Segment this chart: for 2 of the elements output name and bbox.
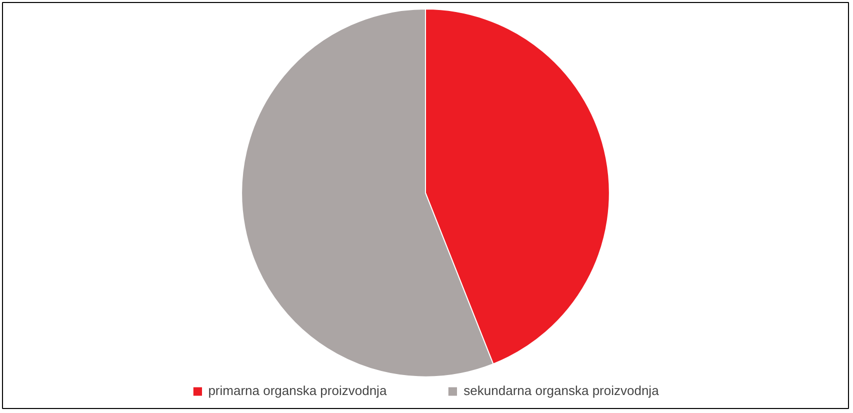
legend-label: sekundarna organska proizvodnja	[464, 383, 659, 398]
legend-label: primarna organska proizvodnja	[208, 383, 387, 398]
